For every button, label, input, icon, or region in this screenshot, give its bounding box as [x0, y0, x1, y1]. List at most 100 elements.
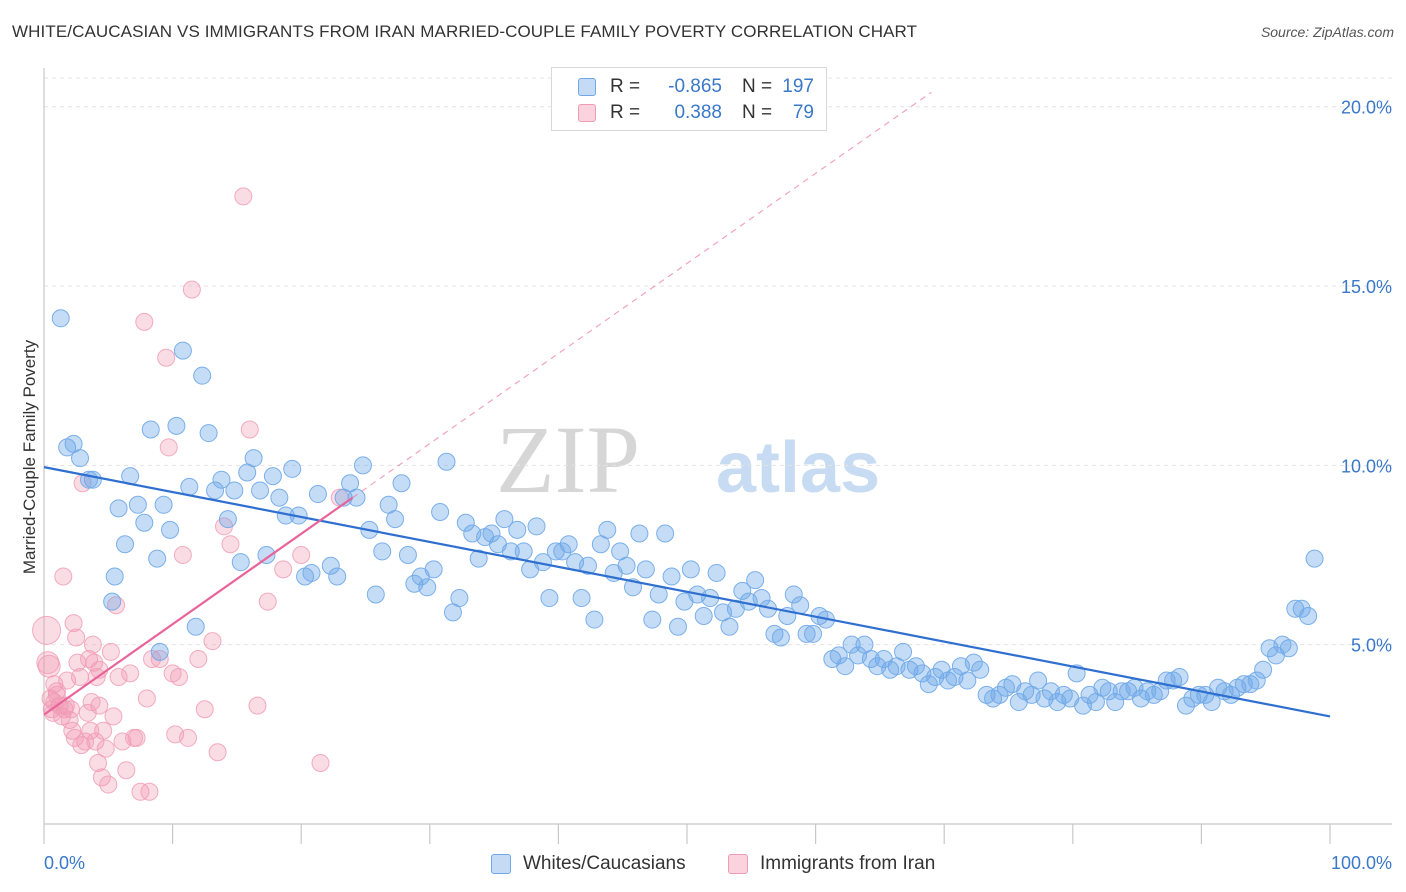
iran-point	[113, 732, 132, 751]
white-point	[283, 459, 302, 478]
white-point	[128, 495, 147, 514]
white-point	[373, 542, 392, 561]
source-label: Source: ZipAtlas.com	[1260, 24, 1394, 40]
white-point	[263, 467, 282, 486]
iran-point	[99, 775, 118, 794]
iran-point	[258, 592, 277, 611]
white-point	[1254, 660, 1273, 679]
bottom-legend-whites: Whites/Caucasians	[491, 852, 686, 876]
iran-point	[45, 675, 64, 694]
white-point	[643, 610, 662, 629]
iran-point	[64, 614, 83, 633]
legend-n-value: 197	[782, 76, 814, 97]
white-point	[199, 424, 218, 443]
legend-r-label: R =	[610, 102, 641, 123]
white-point	[308, 485, 327, 504]
iran-point	[173, 546, 192, 565]
legend-row-iran: R = 0.388 N = 79	[578, 101, 814, 125]
white-point	[347, 488, 366, 507]
legend-r-value: -0.865	[668, 76, 722, 97]
white-point	[630, 524, 649, 543]
white-point	[456, 513, 475, 532]
watermark-atlas: atlas	[716, 428, 880, 508]
iran-point	[32, 615, 62, 645]
iran-point	[159, 438, 178, 457]
white-point	[206, 481, 225, 500]
iran-point	[89, 754, 108, 773]
iran-point	[65, 728, 84, 747]
iran-point	[54, 567, 73, 586]
legend-n-value: 79	[792, 102, 814, 123]
iran-point	[76, 732, 95, 751]
white-point	[1305, 549, 1324, 568]
white-point	[321, 556, 340, 575]
white-point	[302, 563, 321, 582]
white-point	[636, 560, 655, 579]
white-point	[990, 685, 1009, 704]
white-point	[418, 578, 437, 597]
white-point	[791, 596, 810, 615]
y-tick-label: 20.0%	[1341, 98, 1392, 118]
white-point	[964, 653, 983, 672]
x-tick-label: 0.0%	[44, 853, 85, 873]
white-point	[1170, 667, 1189, 686]
white-point	[1099, 682, 1118, 701]
x-tick-label: 100.0%	[1331, 853, 1392, 873]
white-point	[398, 546, 417, 565]
white-point	[656, 524, 675, 543]
white-point	[681, 560, 700, 579]
white-point	[662, 567, 681, 586]
iran-point	[143, 650, 162, 669]
white-point	[109, 499, 128, 518]
white-point	[105, 567, 124, 586]
axes	[43, 68, 1392, 844]
white-point	[971, 660, 990, 679]
bottom-legend-iran: Immigrants from Iran	[728, 852, 935, 876]
iran-trend-line	[43, 496, 354, 716]
white-point	[424, 560, 443, 579]
watermark-zip: ZIP	[496, 406, 640, 513]
white-point	[720, 617, 739, 636]
white-point	[148, 549, 167, 568]
legend-n-label: N =	[742, 76, 773, 97]
iran-point	[78, 703, 97, 722]
white-point	[771, 628, 790, 647]
iran-point	[292, 546, 311, 565]
white-point	[894, 642, 913, 661]
white-trend-line	[43, 466, 1331, 718]
white-point	[328, 567, 347, 586]
white-point	[186, 617, 205, 636]
white-point	[527, 517, 546, 536]
iran-point	[189, 650, 208, 669]
white-point	[193, 366, 212, 385]
iran-point	[137, 689, 156, 708]
white-point	[482, 524, 501, 543]
white-point	[180, 477, 199, 496]
iran-point	[140, 782, 159, 801]
white-point	[508, 520, 527, 539]
white-point	[1299, 606, 1318, 625]
iran-point	[195, 700, 214, 719]
iran-point	[208, 743, 227, 762]
bottom-legend-label-whites: Whites/Caucasians	[523, 853, 686, 874]
white-point	[1279, 639, 1298, 658]
white-point	[1176, 696, 1195, 715]
white-point	[231, 553, 250, 572]
iran-point	[311, 754, 330, 773]
white-point	[733, 581, 752, 600]
iran-point	[240, 420, 259, 439]
y-axis-label-wrap: Married-Couple Family Poverty	[0, 0, 60, 892]
iran-point	[92, 768, 111, 787]
iran-point	[170, 667, 189, 686]
white-point	[386, 510, 405, 529]
iran-point	[121, 664, 140, 683]
white-point	[553, 542, 572, 561]
iran-point	[157, 348, 176, 367]
white-point	[501, 542, 520, 561]
iran-point	[179, 728, 198, 747]
legend-r-label: R =	[610, 76, 641, 97]
white-point	[694, 606, 713, 625]
iran-point	[90, 696, 109, 715]
white-point	[572, 589, 591, 608]
